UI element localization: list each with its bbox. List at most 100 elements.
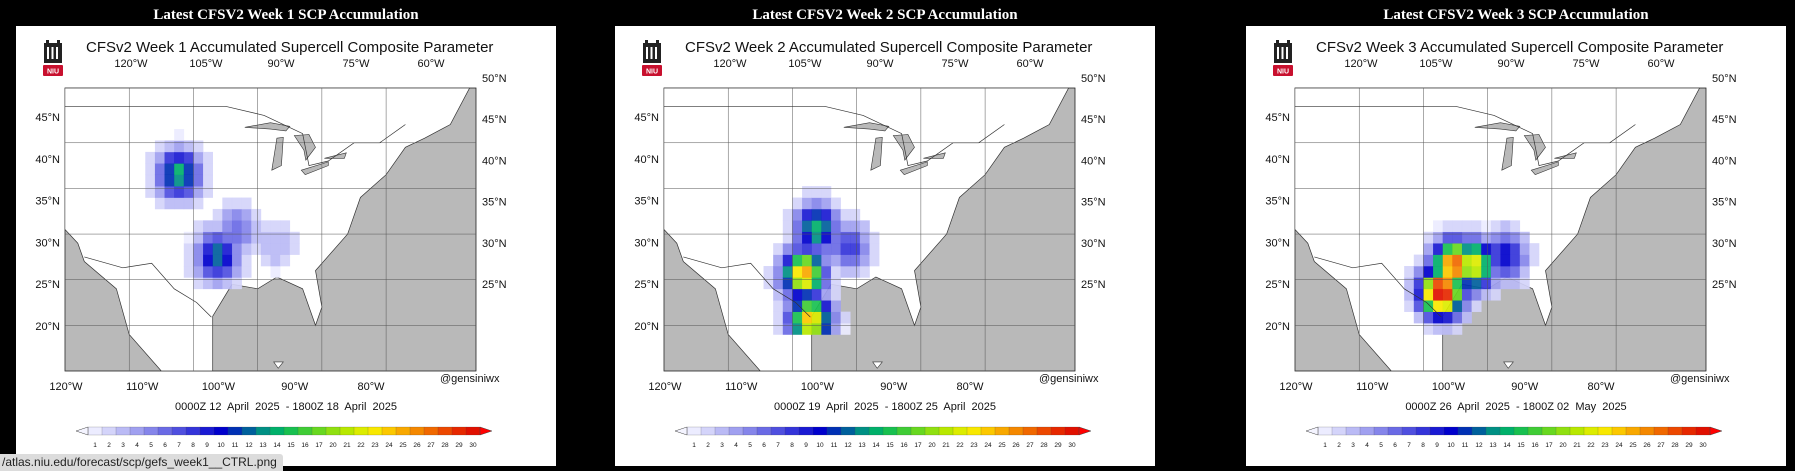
colorbar-tick-label: 7 [1407, 442, 1411, 449]
forecast-image[interactable]: 120°W 105°W 90°W 75°W 60°W 120°W 110°W 100°W 90°… [16, 26, 556, 466]
scp-cell [1461, 220, 1472, 233]
scp-cell [830, 243, 841, 255]
scp-cell [811, 243, 822, 255]
colorbar-swatch [241, 426, 257, 436]
colorbar-tick-label: 11 [1462, 442, 1469, 449]
scp-cell [830, 277, 841, 290]
colorbar-tick-label: 22 [956, 442, 964, 449]
scp-cell [850, 231, 861, 244]
colorbar-swatch [1443, 426, 1459, 436]
colorbar: 1 2 3 4 5 6 7 8 9 10 11 12 13 14 15 16 17 20 21 22 23 24 25 26 2… [674, 426, 1092, 449]
scp-cell [802, 300, 813, 312]
axis-tick-label: 30°N [482, 238, 507, 250]
forecast-image[interactable]: 120°W 105°W 90°W 75°W 60°W 120°W 110°W 100°W 90°… [1246, 26, 1786, 466]
scp-cell [1442, 277, 1453, 290]
colorbar-swatch [1415, 426, 1431, 436]
colorbar-arrow-low [674, 426, 688, 436]
scp-cell [270, 254, 281, 267]
scp-cell [174, 197, 185, 210]
logo-window [646, 47, 648, 59]
colorbar-swatch [1667, 426, 1683, 436]
axis-tick-label: 110°W [1356, 381, 1389, 393]
colorbar-swatch [255, 426, 271, 436]
colorbar-swatch [756, 426, 772, 436]
scp-cell [1442, 254, 1453, 267]
country-border [683, 256, 811, 318]
scp-cell [289, 243, 300, 255]
scp-cell [203, 243, 214, 255]
scp-cell [1404, 266, 1415, 278]
colorbar-tick-label: 13 [858, 442, 866, 449]
scp-cell [782, 243, 793, 255]
colorbar-swatch [1036, 426, 1052, 436]
colorbar-tick-label: 8 [790, 442, 794, 449]
scp-cell [1404, 277, 1415, 290]
colorbar-tick-label: 1 [1323, 442, 1327, 449]
scp-cell [1461, 311, 1472, 324]
scp-cell [183, 151, 194, 164]
axis-tick-label: 105°W [788, 58, 822, 70]
scp-cell [1442, 323, 1453, 335]
colorbar-tick-label: 4 [734, 442, 738, 449]
scp-cell [193, 186, 204, 198]
scp-cell [773, 323, 784, 335]
scp-cell [183, 254, 194, 267]
scp-cell [802, 311, 813, 324]
scp-cell [1471, 243, 1482, 255]
scp-cell [193, 140, 204, 153]
logo-turret [656, 40, 659, 44]
forecast-image[interactable]: 120°W 105°W 90°W 75°W 60°W 120°W 110°W 100°W 90°… [615, 26, 1155, 466]
colorbar-swatch [1527, 426, 1543, 436]
scp-cell [1452, 277, 1463, 290]
scp-cell [1404, 300, 1415, 312]
axis-tick-label: 120°W [1279, 381, 1313, 393]
colorbar-tick-label: 24 [1615, 442, 1623, 449]
scp-cell [164, 163, 175, 176]
scp-cell [821, 300, 832, 312]
logo-window [655, 47, 657, 59]
axis-tick-label: 60°W [417, 58, 445, 70]
logo-text: NIU [47, 69, 59, 76]
colorbar-tick-label: 2 [706, 442, 710, 449]
scp-cell [270, 220, 281, 233]
scp-cell [802, 220, 813, 233]
panel-week-2: Latest CFSV2 Week 2 SCP Accumulation 120… [615, 0, 1155, 471]
scp-cell [1442, 311, 1453, 324]
axis-tick-label: 45°N [1081, 114, 1106, 126]
axis-tick-label: 30°N [634, 237, 659, 249]
colorbar-swatch [714, 426, 730, 436]
great-lake [293, 134, 316, 161]
colorbar-tick-label: 17 [914, 442, 922, 449]
scp-cell [840, 208, 851, 221]
axis-tick-label: 40°N [482, 155, 507, 167]
scp-cell [811, 266, 822, 278]
scp-cell [145, 186, 156, 198]
panel-week-1: Latest CFSV2 Week 1 SCP Accumulation 120… [16, 0, 556, 471]
scp-cell [231, 243, 242, 255]
scp-cell [782, 231, 793, 244]
axis-tick-label: 80°W [357, 381, 385, 393]
axis-tick-label: 25°N [35, 279, 60, 291]
logo-text: NIU [1277, 69, 1289, 76]
scp-cell [859, 266, 870, 278]
scp-cell [222, 197, 233, 210]
land-mass [1503, 361, 1514, 369]
scp-cell [1461, 243, 1472, 255]
scp-cell [193, 174, 204, 187]
axis-tick-label: 90°W [866, 58, 894, 70]
axis-tick-label: 105°W [1419, 58, 1453, 70]
colorbar-swatch [994, 426, 1010, 436]
axis-tick-label: 40°N [1712, 155, 1737, 167]
scp-cell [802, 323, 813, 335]
page-title: Latest CFSV2 Week 2 SCP Accumulation [752, 7, 1018, 23]
scp-cell [1481, 220, 1492, 233]
colorbar-swatch [157, 426, 173, 436]
scp-cell [811, 231, 822, 244]
colorbar-swatch [1695, 426, 1711, 436]
scp-cell [154, 174, 165, 187]
great-lake [1501, 136, 1514, 171]
colorbar-tick-label: 10 [217, 442, 225, 449]
scp-cell [1519, 277, 1530, 290]
colorbar-swatch [171, 426, 187, 436]
axis-tick-label: 80°W [1587, 381, 1615, 393]
